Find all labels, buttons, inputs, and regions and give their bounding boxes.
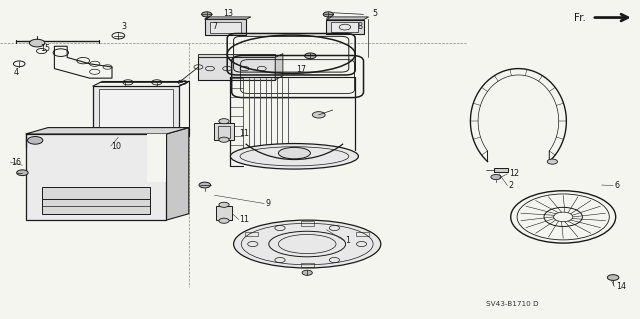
Circle shape <box>199 182 211 188</box>
Polygon shape <box>93 86 179 140</box>
Text: 3: 3 <box>122 22 127 31</box>
Bar <box>205 19 246 35</box>
Text: 11: 11 <box>239 215 249 224</box>
Polygon shape <box>166 128 189 220</box>
Circle shape <box>202 12 212 17</box>
Polygon shape <box>205 17 251 19</box>
Bar <box>216 206 232 220</box>
Circle shape <box>219 202 229 207</box>
Ellipse shape <box>278 147 310 159</box>
Circle shape <box>312 112 325 118</box>
Text: 8: 8 <box>357 22 362 31</box>
Text: 5: 5 <box>372 9 378 18</box>
Text: 11: 11 <box>239 129 249 138</box>
Circle shape <box>491 174 501 180</box>
Polygon shape <box>147 134 166 182</box>
Bar <box>301 263 314 267</box>
Bar <box>331 22 358 32</box>
Text: SV43-B1710 D: SV43-B1710 D <box>486 301 539 307</box>
Bar <box>326 20 364 34</box>
Circle shape <box>219 137 229 142</box>
Polygon shape <box>48 128 189 134</box>
Bar <box>26 134 166 220</box>
Circle shape <box>29 39 45 47</box>
Text: 7: 7 <box>212 22 218 31</box>
Text: 14: 14 <box>616 282 626 291</box>
Text: 2: 2 <box>509 181 514 190</box>
Text: 1: 1 <box>346 236 351 245</box>
Circle shape <box>305 53 316 59</box>
Text: 12: 12 <box>509 169 519 178</box>
Text: 9: 9 <box>266 199 271 208</box>
Text: 16: 16 <box>12 158 22 167</box>
Polygon shape <box>26 128 189 134</box>
Text: 13: 13 <box>223 9 233 18</box>
Circle shape <box>302 270 312 275</box>
Polygon shape <box>275 54 283 80</box>
Bar <box>356 232 369 236</box>
Bar <box>42 187 150 214</box>
Polygon shape <box>198 54 275 57</box>
Text: 6: 6 <box>614 181 620 190</box>
Polygon shape <box>99 89 173 137</box>
Bar <box>214 123 234 140</box>
Circle shape <box>17 170 28 175</box>
Bar <box>218 126 230 138</box>
Text: 17: 17 <box>296 65 306 74</box>
Text: 15: 15 <box>40 44 50 53</box>
Text: Fr.: Fr. <box>573 12 586 23</box>
Ellipse shape <box>234 220 381 268</box>
Circle shape <box>219 218 229 223</box>
Bar <box>301 221 314 226</box>
Bar <box>210 22 241 33</box>
Ellipse shape <box>230 144 358 169</box>
Polygon shape <box>326 17 369 20</box>
Bar <box>245 232 258 236</box>
Circle shape <box>547 159 557 164</box>
Text: 10: 10 <box>111 142 121 151</box>
Circle shape <box>219 119 229 124</box>
Circle shape <box>28 137 43 144</box>
Circle shape <box>607 275 619 280</box>
Bar <box>494 168 508 172</box>
Bar <box>198 57 275 80</box>
Text: 4: 4 <box>14 68 19 77</box>
Circle shape <box>323 12 333 17</box>
